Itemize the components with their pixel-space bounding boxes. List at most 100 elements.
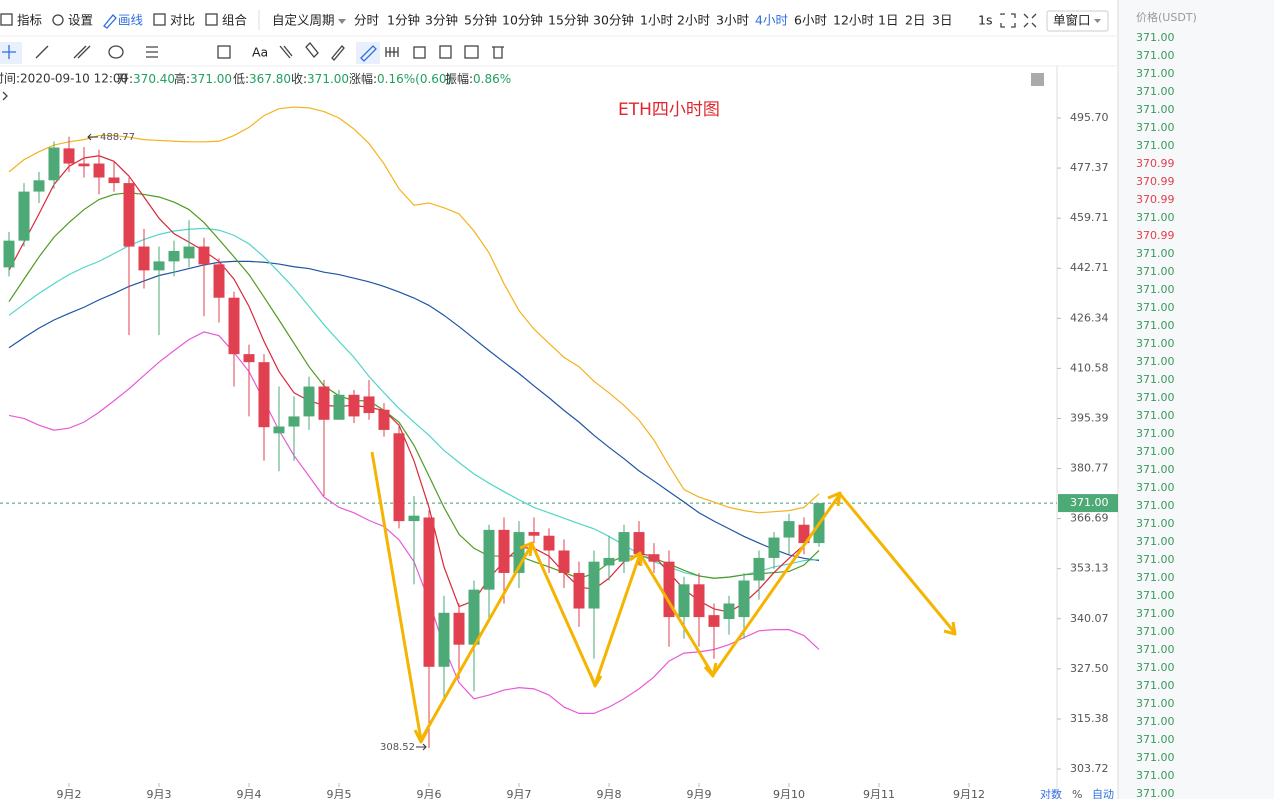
y-tick-label: 426.34 bbox=[1070, 311, 1109, 324]
trade-price: 370.99 bbox=[1136, 229, 1175, 242]
info-label: 高: bbox=[174, 71, 190, 86]
period-button[interactable]: 2日 bbox=[905, 13, 925, 28]
period-button[interactable]: 30分钟 bbox=[593, 13, 634, 28]
x-tick-label: 9月2 bbox=[57, 788, 82, 799]
trade-price: 371.00 bbox=[1136, 391, 1175, 404]
candle-body bbox=[783, 521, 795, 538]
period-button[interactable]: 2小时 bbox=[677, 13, 710, 28]
info-item: 开:370.40 bbox=[117, 72, 175, 86]
candle-body bbox=[3, 240, 15, 268]
period-button[interactable]: 15分钟 bbox=[548, 13, 589, 28]
info-label: 低: bbox=[233, 72, 249, 86]
lock-icon[interactable] bbox=[413, 46, 426, 59]
tool-button[interactable]: 组合 bbox=[222, 13, 248, 28]
period-button[interactable]: 1日 bbox=[878, 13, 898, 28]
candle-body bbox=[423, 517, 435, 667]
y-tick-label: 327.50 bbox=[1070, 662, 1109, 675]
info-item: 高:371.00 bbox=[174, 71, 232, 86]
line-icon[interactable] bbox=[35, 45, 49, 59]
candle-body bbox=[768, 537, 780, 558]
trade-price: 371.00 bbox=[1136, 571, 1175, 584]
tool-button[interactable]: 设置 bbox=[68, 13, 93, 28]
visibility-icon[interactable] bbox=[464, 45, 479, 59]
fib-icon[interactable] bbox=[146, 46, 158, 58]
shrink-icon[interactable] bbox=[1023, 13, 1037, 28]
ruler-icon[interactable] bbox=[331, 45, 345, 61]
annotation-arrow bbox=[87, 133, 98, 141]
candle-body bbox=[78, 163, 90, 167]
trade-header: 价格(USDT) bbox=[1136, 10, 1197, 24]
fullscreen-icon[interactable] bbox=[1000, 13, 1016, 28]
trash-icon[interactable] bbox=[492, 46, 504, 59]
candle-body bbox=[468, 589, 480, 645]
tool-button[interactable]: 指标 bbox=[17, 13, 42, 28]
candle-body bbox=[63, 148, 75, 164]
period-button[interactable]: 6小时 bbox=[794, 13, 827, 28]
grid-icon[interactable] bbox=[385, 47, 399, 57]
pattern-icon[interactable] bbox=[279, 45, 293, 59]
dropdown-arrow bbox=[1094, 19, 1101, 23]
refresh-rate[interactable]: 1s bbox=[978, 13, 992, 28]
info-item: 涨幅:0.16%(0.60) bbox=[349, 71, 451, 86]
period-button[interactable]: 4小时 bbox=[755, 13, 788, 28]
candle-body bbox=[408, 515, 420, 522]
eraser-icon[interactable] bbox=[305, 42, 319, 58]
trade-price: 371.00 bbox=[1136, 445, 1175, 458]
axis-button[interactable]: 自动 bbox=[1092, 788, 1114, 799]
period-button[interactable]: 3日 bbox=[932, 13, 952, 28]
period-button[interactable]: 分时 bbox=[354, 13, 380, 28]
trade-price: 371.00 bbox=[1136, 67, 1175, 80]
crosshair-icon[interactable] bbox=[2, 45, 16, 59]
period-button[interactable]: 3分钟 bbox=[425, 13, 458, 28]
settings-icon[interactable] bbox=[1031, 73, 1044, 86]
ohlc-info: 时间:2020-09-10 12:00 开:370.40高:371.00 低:36… bbox=[0, 71, 511, 86]
pen-icon[interactable] bbox=[360, 45, 377, 62]
trade-price: 371.00 bbox=[1136, 283, 1175, 296]
shape-icon[interactable] bbox=[108, 45, 124, 59]
window-label: 单窗口 bbox=[1053, 13, 1091, 28]
info-label: 开: bbox=[117, 72, 133, 86]
text-tool[interactable]: Aa bbox=[252, 45, 268, 60]
trade-price: 370.99 bbox=[1136, 157, 1175, 170]
high-annotation: 488.77 bbox=[100, 132, 135, 143]
expand-arrow[interactable] bbox=[2, 91, 8, 101]
candle-body bbox=[243, 354, 255, 363]
candle-body bbox=[678, 584, 690, 618]
trade-price: 371.00 bbox=[1136, 427, 1175, 440]
trade-price: 371.00 bbox=[1136, 103, 1175, 116]
arrowhead bbox=[943, 621, 957, 636]
trade-price: 371.00 bbox=[1136, 481, 1175, 494]
tool-button[interactable]: 对比 bbox=[170, 13, 195, 28]
period-button[interactable]: 1小时 bbox=[640, 13, 673, 28]
y-tick-label: 366.69 bbox=[1070, 512, 1109, 525]
custom-period[interactable]: 自定义周期 bbox=[272, 13, 335, 28]
trade-price: 371.00 bbox=[1136, 337, 1175, 350]
trade-price: 371.00 bbox=[1136, 319, 1175, 332]
axis-button[interactable]: 对数 bbox=[1040, 787, 1062, 799]
period-button[interactable]: 10分钟 bbox=[502, 13, 543, 28]
candle-body bbox=[648, 554, 660, 562]
copy-icon[interactable] bbox=[439, 45, 452, 59]
axis-button[interactable]: % bbox=[1072, 788, 1082, 799]
period-button[interactable]: 12小时 bbox=[833, 13, 874, 28]
window-button[interactable] bbox=[1046, 10, 1109, 32]
tool-button[interactable]: 画线 bbox=[118, 13, 144, 28]
candle-body bbox=[438, 612, 450, 667]
trade-price: 371.00 bbox=[1136, 517, 1175, 530]
info-label: 涨幅: bbox=[349, 71, 377, 86]
candle-body bbox=[513, 532, 525, 573]
trade-price: 371.00 bbox=[1136, 661, 1175, 674]
arrowhead bbox=[629, 551, 643, 567]
period-button[interactable]: 3小时 bbox=[716, 13, 749, 28]
period-button[interactable]: 1分钟 bbox=[387, 13, 420, 28]
trade-price: 371.00 bbox=[1136, 265, 1175, 278]
y-tick-label: 395.39 bbox=[1070, 411, 1109, 424]
channel-icon[interactable] bbox=[73, 45, 91, 59]
user-drawing bbox=[370, 451, 957, 744]
period-button[interactable]: 5分钟 bbox=[464, 13, 497, 28]
measure-icon[interactable] bbox=[217, 45, 231, 59]
trade-price: 371.00 bbox=[1136, 121, 1175, 134]
x-tick-label: 9月10 bbox=[773, 788, 805, 799]
trade-price: 371.00 bbox=[1136, 535, 1175, 548]
trade-price: 371.00 bbox=[1136, 643, 1175, 656]
